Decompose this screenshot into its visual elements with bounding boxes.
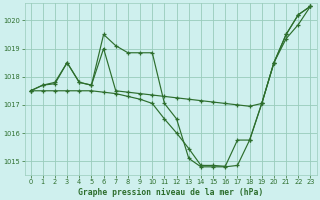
X-axis label: Graphe pression niveau de la mer (hPa): Graphe pression niveau de la mer (hPa) — [78, 188, 263, 197]
